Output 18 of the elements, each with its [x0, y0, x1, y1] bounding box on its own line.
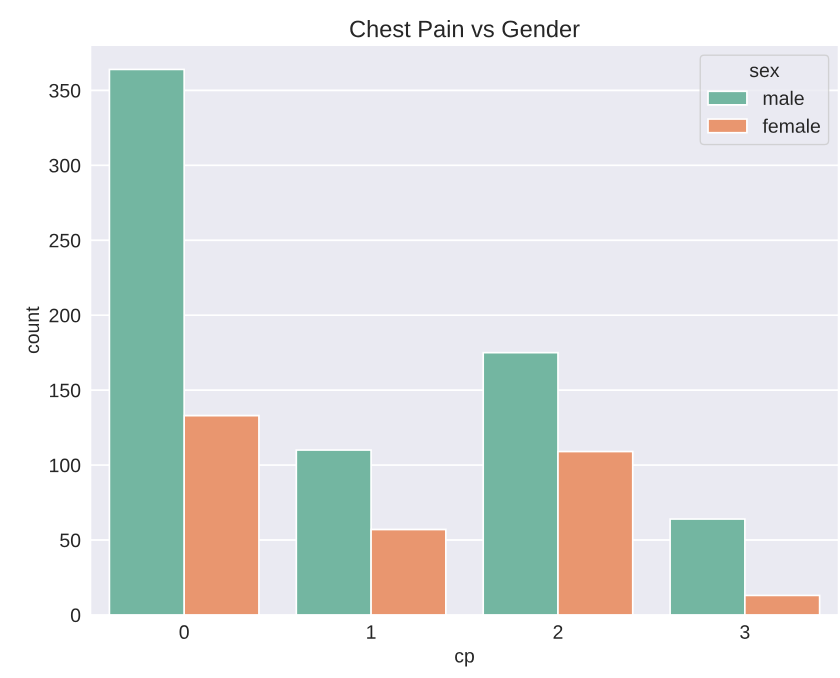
legend-label: male [764, 90, 804, 106]
y-tick-label: 100 [50, 458, 80, 472]
y-tick-label: 350 [49, 84, 80, 98]
y-tick-label: 250 [50, 234, 80, 248]
x-tick-label: 1 [367, 625, 376, 639]
y-tick-label: 150 [50, 384, 80, 398]
chart-title: Chest Pain vs Gender [350, 20, 580, 38]
y-axis-title: count [26, 306, 40, 354]
legend-label: female [762, 118, 820, 133]
y-tick-label: 50 [60, 533, 80, 548]
y-tick-label: 0 [70, 608, 80, 622]
y-tick-label: 200 [50, 308, 80, 322]
legend-title: sex [750, 66, 780, 78]
x-tick-label: 2 [554, 625, 562, 639]
x-tick-label: 3 [740, 625, 750, 639]
x-axis-title: cp [455, 652, 474, 666]
y-tick-label: 300 [49, 158, 80, 173]
x-tick-label: 0 [180, 625, 189, 639]
